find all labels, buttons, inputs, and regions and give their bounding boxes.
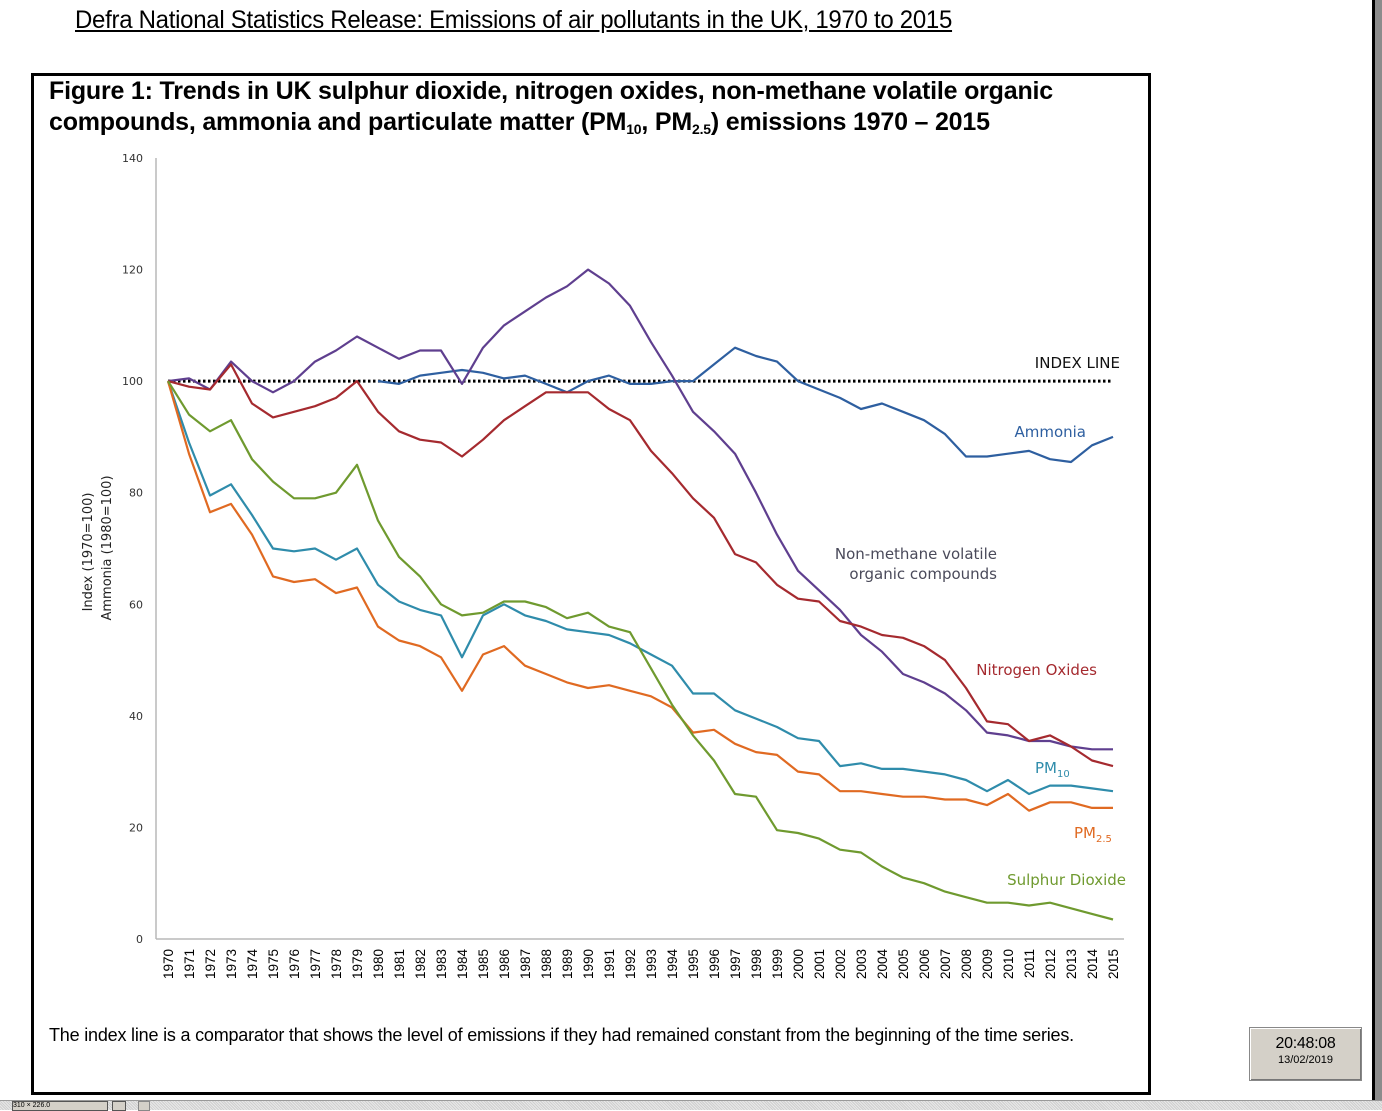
figure-title-line2a: compounds, ammonia and particulate matte… [49, 108, 627, 136]
x-tick-label: 2004 [875, 949, 890, 980]
x-tick-label: 1984 [455, 949, 470, 980]
x-tick-label: 1979 [350, 949, 365, 979]
x-tick-label: 2015 [1106, 949, 1121, 979]
x-tick-label: 2003 [854, 949, 869, 979]
x-tick-label: 1992 [623, 949, 638, 979]
figure-title: Figure 1: Trends in UK sulphur dioxide, … [49, 76, 1149, 145]
window-edge [1372, 0, 1375, 1100]
clock-time: 20:48:08 [1275, 1035, 1336, 1052]
x-tick-label: 1981 [392, 949, 407, 979]
x-tick-label: 1978 [329, 949, 344, 979]
y-tick-label: 100 [122, 375, 143, 388]
series-line-pm10 [166, 380, 1114, 796]
x-tick-label: 1972 [203, 949, 218, 979]
x-tick-label: 1995 [686, 949, 701, 979]
x-tick-label: 1996 [707, 949, 722, 979]
x-tick-label: 2010 [1001, 949, 1016, 979]
x-tick-label: 1971 [182, 949, 197, 979]
series-label-non-methane-volatile-organic-compounds-line1: Non-methane volatile [835, 545, 997, 563]
x-tick-label: 1976 [287, 949, 302, 979]
figure-title-sub-pm10: 10 [626, 121, 642, 137]
series-label-nitrogen-oxides: Nitrogen Oxides [976, 661, 1097, 679]
x-tick-label: 2012 [1043, 949, 1058, 979]
series-line-nitrogen-oxides [167, 363, 1114, 768]
x-tick-label: 2009 [980, 949, 995, 979]
y-tick-label: 40 [129, 710, 143, 723]
figure-title-line2b: , PM [641, 108, 692, 136]
figure-title-line1: Figure 1: Trends in UK sulphur dioxide, … [49, 77, 1053, 105]
x-axis: 1970 1971 1972 1973 1974 1975 1976 1977 1978 1979… [156, 938, 1124, 980]
clock-date: 13/02/2019 [1277, 1054, 1334, 1066]
series-label-ammonia: Ammonia [1014, 423, 1086, 441]
figure-frame: Figure 1: Trends in UK sulphur dioxide, … [31, 73, 1151, 1095]
x-tick-label: 1989 [560, 949, 575, 979]
release-title: Defra National Statistics Release: Emiss… [75, 6, 953, 34]
x-tick-label: 1983 [434, 949, 449, 979]
status-bar [0, 1100, 1382, 1110]
x-tick-label: 1975 [266, 949, 281, 979]
series-labels: Ammonia Non-methane volatile organic compo… [835, 423, 1126, 889]
x-tick-label: 1974 [245, 949, 260, 980]
x-tick-label: 1985 [476, 949, 491, 979]
x-tick-label: 1987 [518, 949, 533, 979]
series-label-sulphur-dioxide: Sulphur Dioxide [1007, 871, 1126, 889]
series-label-pm10-subscript: 10 [1057, 769, 1070, 780]
status-dimensions-field: 310 × 226.0 [12, 1101, 108, 1111]
series-label-pm2-5: PM2.5 [1074, 824, 1112, 845]
x-tick-label: 1973 [224, 949, 239, 979]
y-axis: 0 20 40 60 80 100 120 140 [122, 152, 157, 946]
figure-title-line2c: ) emissions 1970 – 2015 [710, 108, 990, 136]
series-label-pm10-base: PM [1035, 759, 1057, 777]
x-tick-label: 2007 [938, 949, 953, 979]
status-scroll-left-button[interactable] [138, 1101, 150, 1111]
x-tick-label: 1991 [602, 949, 617, 979]
y-axis-label-ammonia: Ammonia (1980=100) [100, 475, 115, 620]
x-tick-label: 1988 [539, 949, 554, 979]
series-group [166, 268, 1114, 921]
y-tick-label: 60 [129, 598, 143, 611]
figure-title-sub-pm25: 2.5 [692, 121, 711, 137]
x-tick-label: 1997 [728, 949, 743, 979]
y-tick-label: 20 [129, 821, 143, 834]
series-line-sulphur-dioxide [167, 380, 1114, 921]
y-tick-label: 80 [129, 487, 143, 500]
y-tick-label: 0 [136, 933, 143, 946]
y-tick-label: 140 [122, 152, 143, 165]
x-tick-label: 2014 [1085, 949, 1100, 980]
x-tick-label: 1993 [644, 949, 659, 979]
x-tick-label: 1986 [497, 949, 512, 979]
y-tick-label: 120 [122, 264, 143, 277]
x-tick-label: 1970 [161, 949, 176, 979]
x-tick-label: 2008 [959, 949, 974, 979]
x-tick-label: 1982 [413, 949, 428, 979]
series-line-pm2-5 [166, 380, 1113, 812]
x-tick-label: 1977 [308, 949, 323, 979]
x-tick-label: 2001 [812, 949, 827, 979]
x-tick-label: 1994 [665, 949, 680, 980]
clock-widget: 20:48:08 13/02/2019 [1249, 1027, 1362, 1081]
series-label-pm10: PM10 [1035, 759, 1070, 780]
x-tick-label: 2005 [896, 949, 911, 979]
status-toggle-button[interactable] [112, 1101, 126, 1111]
figure-footnote: The index line is a comparator that show… [49, 1025, 1074, 1045]
y-axis-label-index: Index (1970=100) [81, 493, 96, 612]
x-tick-label: 2011 [1022, 949, 1037, 978]
x-tick-label: 2000 [791, 949, 806, 979]
vertical-scrollbar[interactable] [1375, 0, 1382, 1100]
index-line-label: INDEX LINE [1035, 354, 1120, 372]
x-tick-label: 2002 [833, 949, 848, 979]
x-tick-label: 1999 [770, 949, 785, 979]
series-label-non-methane-volatile-organic-compounds-line2: organic compounds [849, 565, 997, 583]
x-tick-label: 2006 [917, 949, 932, 979]
series-label-pm2-5-base: PM [1074, 824, 1096, 842]
x-tick-label: 1980 [371, 949, 386, 979]
index-line-group: INDEX LINE [168, 354, 1120, 383]
series-line-ammonia [377, 346, 1114, 464]
series-line-non-methane-volatile-organic-compounds [167, 268, 1113, 751]
x-tick-label: 1998 [749, 949, 764, 979]
x-tick-label: 2013 [1064, 949, 1079, 979]
x-tick-label: 1990 [581, 949, 596, 979]
series-label-pm2-5-subscript: 2.5 [1096, 834, 1112, 845]
